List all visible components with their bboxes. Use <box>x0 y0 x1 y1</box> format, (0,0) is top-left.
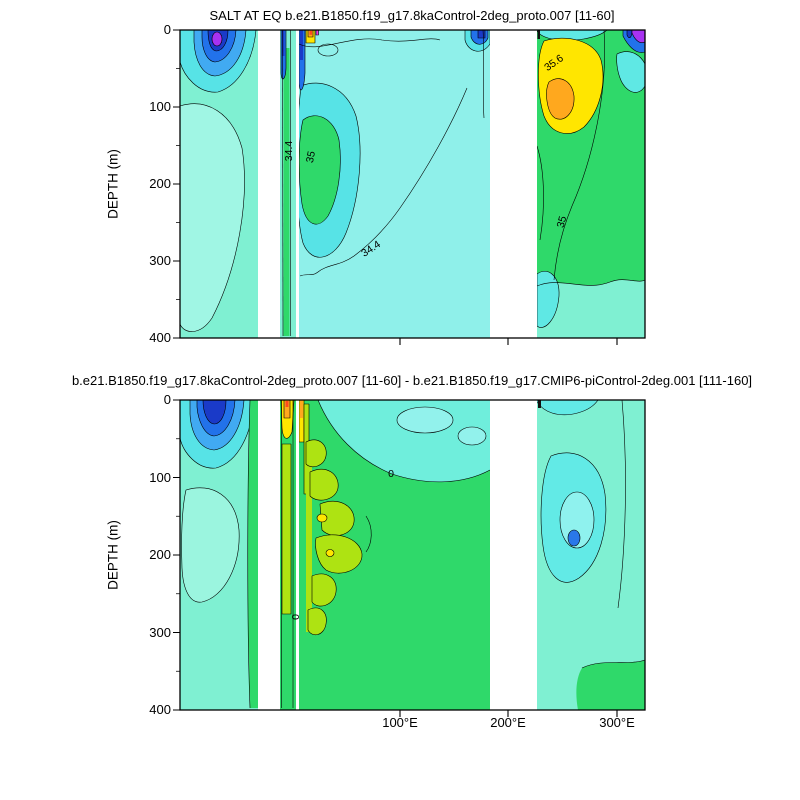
axes-frame-bottom <box>173 399 646 717</box>
land-mask-top <box>258 30 537 338</box>
axes-frame-top <box>173 29 646 345</box>
ocean-fill-bottom <box>179 399 645 710</box>
contour-lines-top <box>282 29 646 337</box>
y-tick-label: 100 <box>149 470 171 485</box>
y-tick-label: 300 <box>149 625 171 640</box>
bottom-contour-plot <box>173 399 646 717</box>
y-tick-label: 300 <box>149 253 171 268</box>
x-tick-label-100e: 100°E <box>382 715 418 730</box>
top-panel-title: SALT AT EQ b.e21.B1850.f19_g17.8kaContro… <box>209 8 615 23</box>
top-contour-plot <box>173 29 646 345</box>
y-tick-label: 0 <box>163 392 171 407</box>
x-tick-label-300e: 300°E <box>599 715 635 730</box>
contour-label-35-west: 35 <box>303 150 319 164</box>
y-tick-label: 200 <box>149 176 171 191</box>
contour-label-zero-strip: 0 <box>290 614 302 620</box>
bottom-panel-title: b.e21.B1850.f19_g17.8kaControl-2deg_prot… <box>71 373 753 388</box>
contour-lines-bottom <box>247 399 646 709</box>
land-mask-bottom <box>258 400 537 710</box>
y-tick-label: 400 <box>149 702 171 717</box>
x-tick-label-200e: 200°E <box>490 715 526 730</box>
y-tick-label: 100 <box>149 99 171 114</box>
top-y-axis-label: DEPTH (m) <box>105 149 121 219</box>
ocean-fill-top <box>179 29 646 338</box>
y-tick-label: 200 <box>149 547 171 562</box>
y-tick-label: 0 <box>163 22 171 37</box>
y-tick-label: 400 <box>149 330 171 345</box>
bottom-y-axis-label: DEPTH (m) <box>105 520 121 590</box>
contour-label-zero-mid: 0 <box>388 468 394 480</box>
contour-label-34p4-strip: 34.4 <box>283 140 295 162</box>
